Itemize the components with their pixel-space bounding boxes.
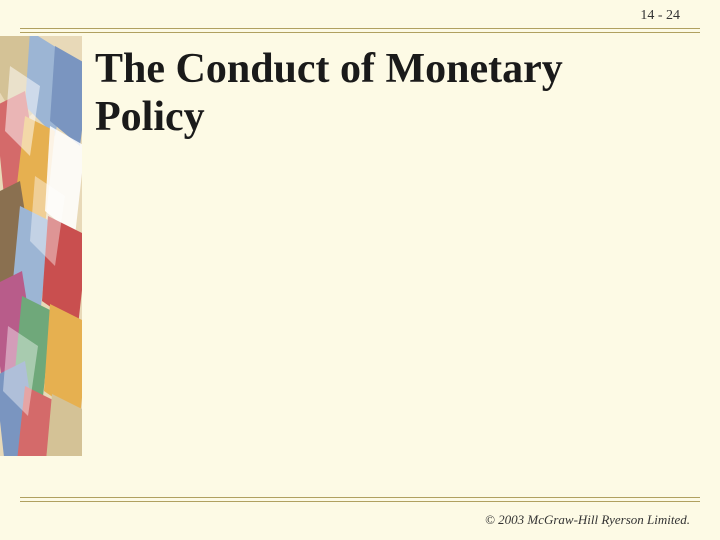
slide-title: The Conduct of Monetary Policy bbox=[95, 45, 680, 142]
page-number: 14 - 24 bbox=[640, 8, 680, 24]
bottom-rule-inner bbox=[20, 497, 700, 498]
top-rule-inner bbox=[20, 32, 700, 33]
decorative-ribbon-band bbox=[0, 36, 82, 456]
copyright-notice: © 2003 McGraw-Hill Ryerson Limited. bbox=[485, 512, 690, 528]
bottom-rule-outer bbox=[20, 501, 700, 502]
top-rule-outer bbox=[20, 28, 700, 29]
